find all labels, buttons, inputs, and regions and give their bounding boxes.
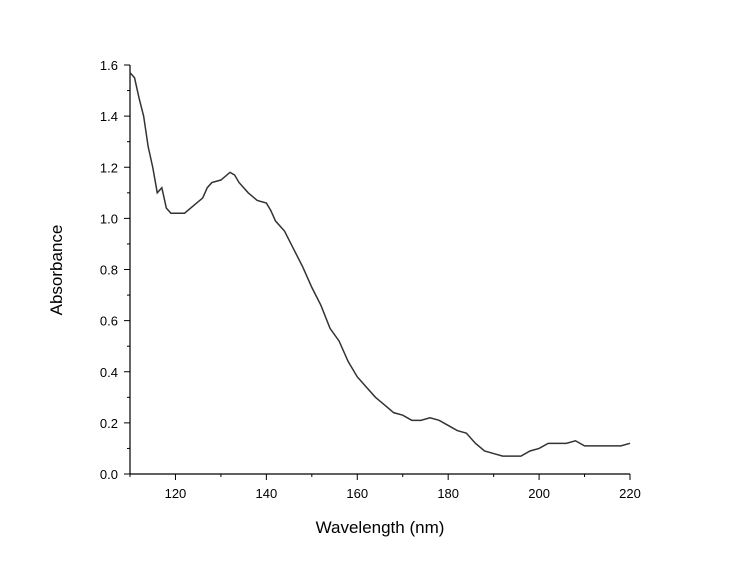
y-tick-label: 1.4 xyxy=(100,109,118,124)
x-axis-title: Wavelength (nm) xyxy=(316,518,445,537)
x-tick-label: 220 xyxy=(619,486,641,501)
y-axis-title: Absorbance xyxy=(47,225,66,316)
y-tick-label: 1.0 xyxy=(100,211,118,226)
x-tick-label: 160 xyxy=(346,486,368,501)
y-tick-label: 1.6 xyxy=(100,58,118,73)
data-line xyxy=(129,72,631,457)
y-tick-label: 0.2 xyxy=(100,416,118,431)
x-tick-label: 140 xyxy=(256,486,278,501)
x-tick-label: 120 xyxy=(165,486,187,501)
y-tick-label: 0.6 xyxy=(100,314,118,329)
y-tick-label: 0.8 xyxy=(100,263,118,278)
y-tick-label: 0.0 xyxy=(100,467,118,482)
x-tick-label: 200 xyxy=(528,486,550,501)
y-tick-label: 0.4 xyxy=(100,365,118,380)
y-tick-label: 1.2 xyxy=(100,160,118,175)
x-tick-label: 180 xyxy=(437,486,459,501)
